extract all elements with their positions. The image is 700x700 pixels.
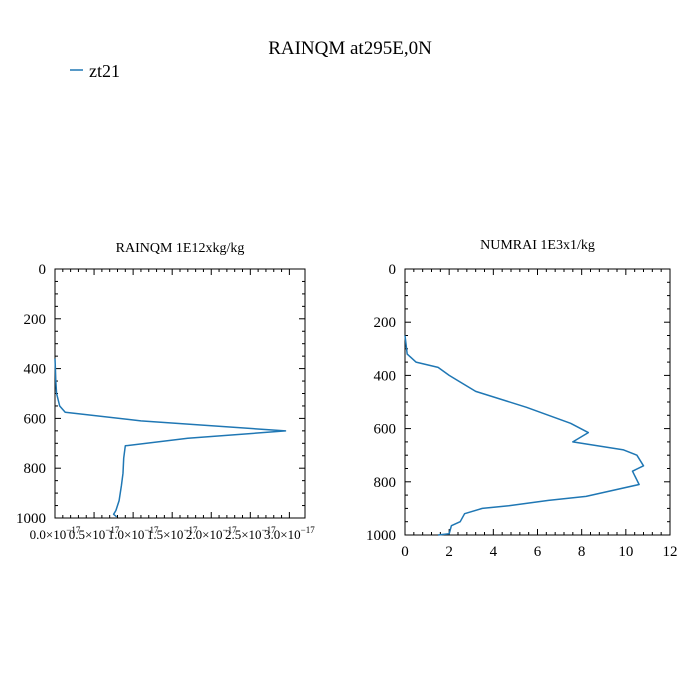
y-tick-label: 800	[24, 461, 47, 477]
y-tick-label: 600	[374, 422, 397, 438]
x-tick-label: 0.0×10−17	[30, 525, 81, 542]
x-tick-label: 0.5×10−17	[69, 525, 120, 542]
y-tick-label: 1000	[16, 511, 46, 527]
x-tick-label: 1.0×10−17	[108, 525, 159, 542]
x-tick-label: 2	[445, 544, 453, 560]
y-tick-label: 200	[374, 315, 397, 331]
y-tick-label: 600	[24, 411, 47, 427]
x-tick-label: 4	[490, 544, 498, 560]
x-tick-label: 2.0×10−17	[186, 525, 237, 542]
y-tick-label: 400	[24, 362, 47, 378]
subplot-title: RAINQM 1E12xkg/kg	[116, 241, 245, 256]
y-tick-label: 200	[24, 312, 47, 328]
x-tick-label: 2.5×10−17	[225, 525, 276, 542]
x-tick-label: 10	[618, 544, 633, 560]
x-tick-label: 3.0×10−17	[264, 525, 315, 542]
y-tick-label: 800	[374, 475, 397, 491]
x-tick-label: 1.5×10−17	[147, 525, 198, 542]
y-tick-label: 0	[39, 262, 47, 278]
x-tick-label: 6	[534, 544, 542, 560]
x-tick-label: 12	[663, 544, 678, 560]
numrai-plot: NUMRAI 1E3x1/kg 0 200 400 600 800 1000 0 2 4 6 8 10 1…	[366, 238, 678, 560]
figure-title: RAINQM at295E,0N	[268, 38, 432, 59]
y-tick-label: 0	[389, 262, 397, 278]
rainqm-plot: RAINQM 1E12xkg/kg 0 200 400 600 800 10000.0×10…	[16, 241, 315, 542]
legend-label: zt21	[89, 61, 120, 81]
legend: zt21	[70, 61, 120, 81]
series-line-zt21	[404, 335, 645, 536]
y-tick-label: 400	[374, 368, 397, 384]
plot-frame	[54, 268, 306, 519]
series-line-zt21	[54, 358, 287, 518]
subplot-title: NUMRAI 1E3x1/kg	[480, 238, 595, 253]
y-tick-label: 1000	[366, 528, 396, 544]
x-tick-label: 0	[401, 544, 409, 560]
plot-frame	[404, 268, 671, 536]
x-tick-label: 8	[578, 544, 586, 560]
